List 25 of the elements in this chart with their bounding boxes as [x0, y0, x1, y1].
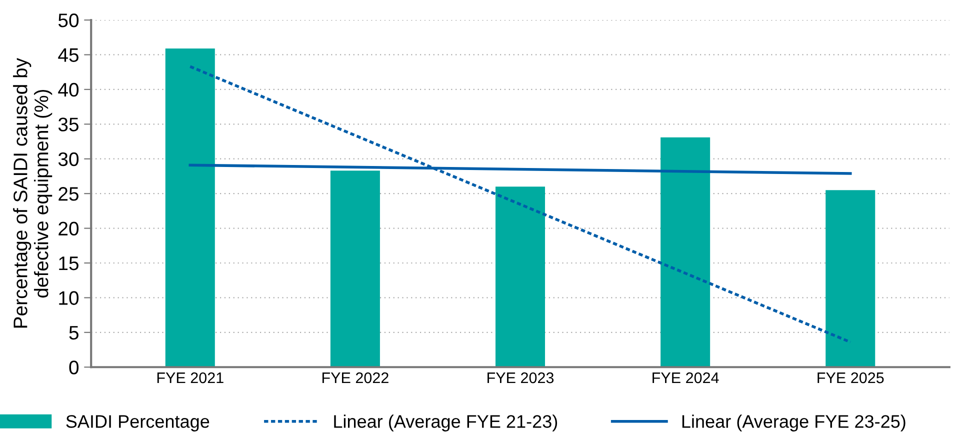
x-tick-label: FYE 2023	[488, 372, 554, 384]
y-tick-label: 20	[58, 222, 79, 236]
x-tick-label: FYE 2025	[818, 372, 884, 384]
legend-label: Linear (Average FYE 21-23)	[334, 414, 558, 432]
bar	[826, 190, 876, 368]
bar	[660, 137, 710, 368]
y-tick-label: 50	[58, 13, 79, 28]
y-tick-label: 15	[59, 256, 78, 270]
y-tick-label: 10	[59, 291, 79, 305]
bar	[165, 48, 215, 368]
y-tick-label: 0	[69, 360, 79, 374]
bar	[330, 170, 380, 368]
legend-label: Linear (Average FYE 23-25)	[682, 414, 906, 432]
x-tick-label: FYE 2021	[157, 372, 224, 384]
x-tick-label: FYE 2022	[322, 372, 388, 384]
y-tick-label: 30	[58, 152, 79, 166]
bar	[496, 186, 546, 368]
y-tick-label: 35	[58, 118, 78, 132]
y-axis-title: Percentage of SAIDI caused by defective equipment (%)	[13, 58, 52, 328]
y-tick-label: 25	[58, 187, 78, 201]
y-tick-label: 5	[69, 326, 78, 340]
legend-label: SAIDI Percentage	[66, 415, 210, 432]
y-tick-label: 45	[58, 48, 78, 62]
y-tick-label: 40	[58, 82, 79, 97]
x-tick-label: FYE 2024	[652, 372, 719, 384]
